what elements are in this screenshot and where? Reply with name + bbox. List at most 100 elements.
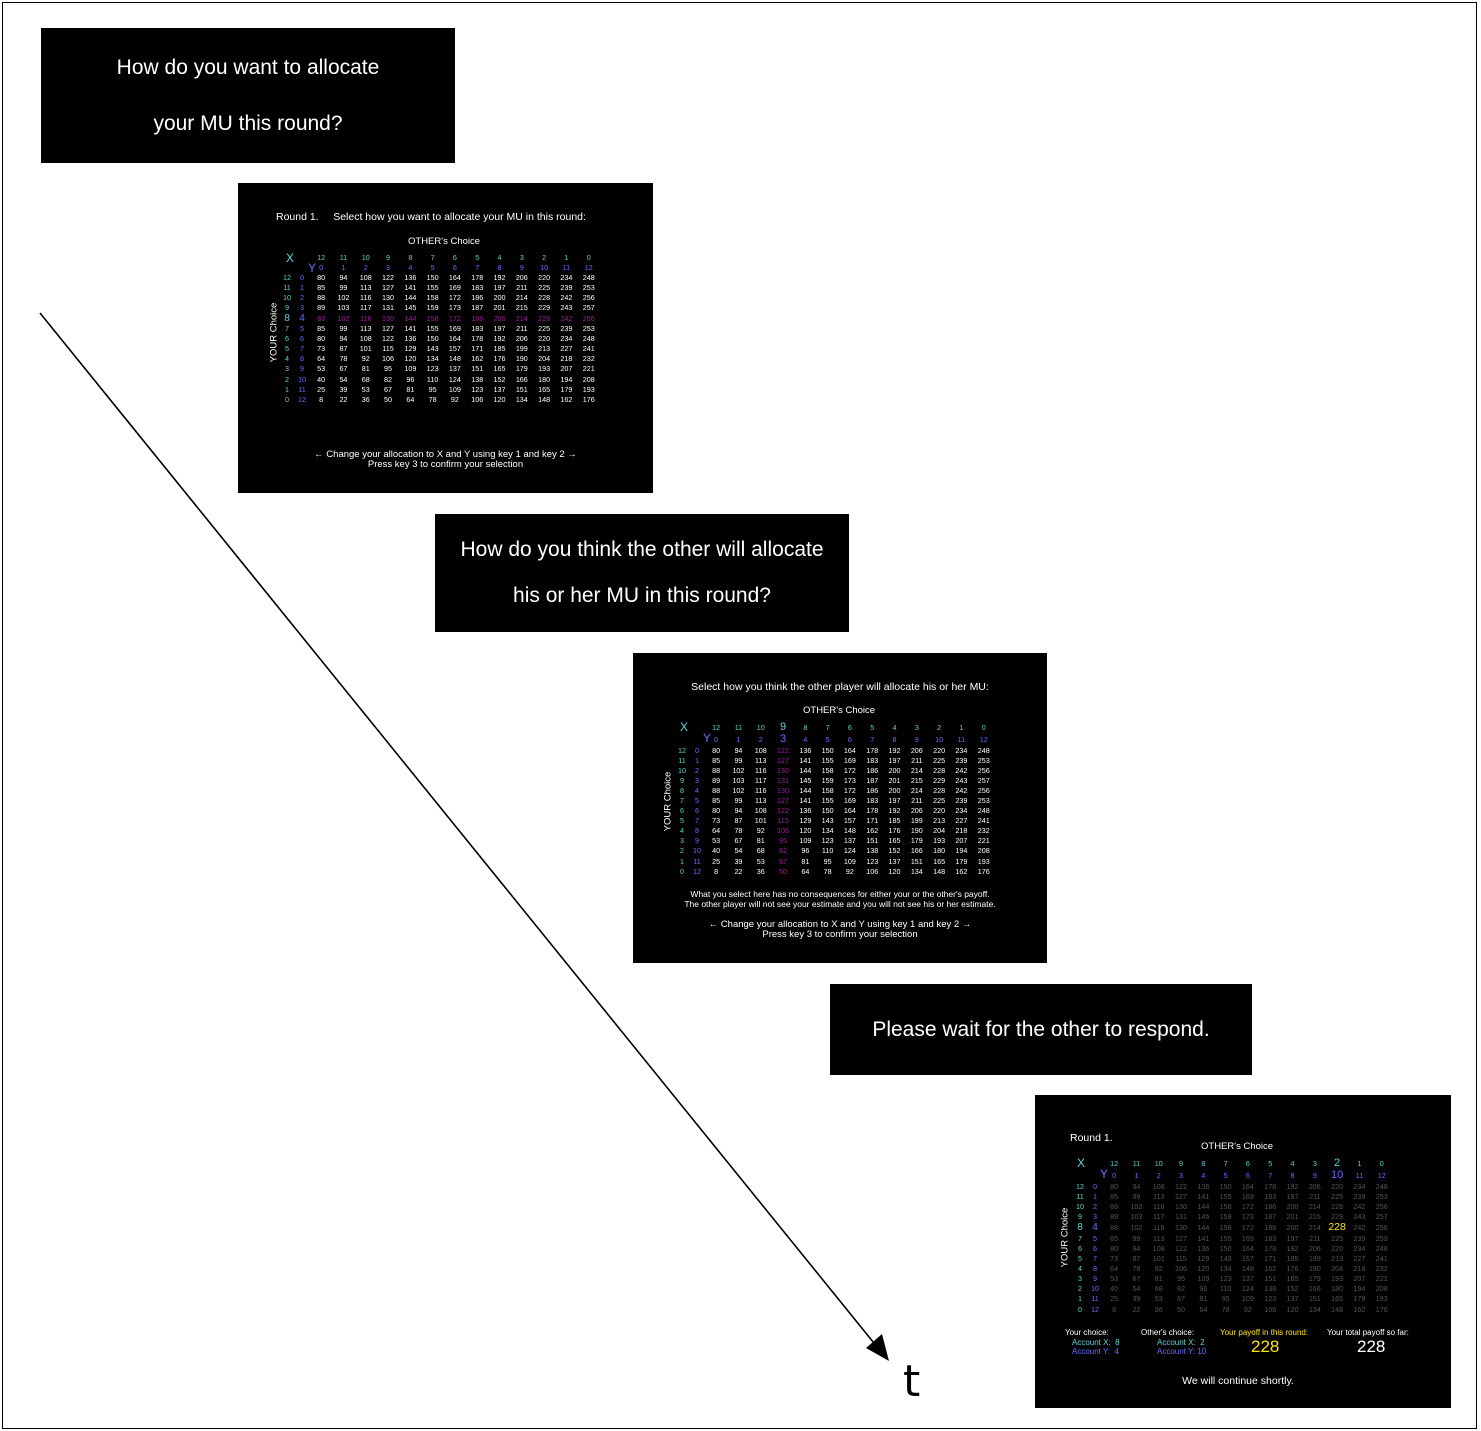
- payoff-cell: 123: [426, 364, 439, 374]
- your-x-value: 11: [1076, 1191, 1084, 1201]
- payoff-cell: 89: [712, 775, 721, 785]
- your-y-value: 6: [300, 334, 304, 344]
- payoff-cell: 193: [1331, 1274, 1344, 1284]
- payoff-cell: 73: [317, 344, 326, 354]
- matrix-row: 11 1 85 99 113 127 141 155 169 183 197 211 225 239 253: [675, 755, 995, 765]
- payoff-cell: 186: [866, 785, 879, 795]
- payoff-cell: 122: [382, 334, 395, 344]
- y-axis-label: Y: [308, 261, 317, 275]
- other-x-header-row: 12 11 10 9 8 7 6 5 4 3 2 1 0: [280, 252, 600, 262]
- payoff-cell: 213: [538, 344, 551, 354]
- payoff-cell: 242: [1353, 1201, 1366, 1211]
- payoff-cell: 150: [821, 745, 834, 755]
- payoff-cell: 157: [448, 344, 461, 354]
- payoff-cell: 53: [1110, 1274, 1119, 1284]
- matrix-row: 1 11 25 39 53 67 81 95 109 123 137 151 165 179 193: [1073, 1294, 1393, 1304]
- payoff-cell: 234: [560, 272, 573, 282]
- payoff-cell: 64: [406, 394, 415, 404]
- allocation-screen: Round 1. Select how you want to allocate…: [238, 183, 653, 493]
- corner-cell: [280, 252, 294, 262]
- payoff-cell: 99: [1132, 1191, 1141, 1201]
- payoff-cell: 122: [1175, 1181, 1188, 1191]
- payoff-cell: 92: [1243, 1304, 1252, 1314]
- payoff-cell: 102: [1130, 1201, 1143, 1211]
- payoff-cell: 134: [1308, 1304, 1321, 1314]
- other-x-header: 3: [914, 722, 919, 732]
- other-x-header: 3: [1312, 1158, 1317, 1168]
- other-x-header: 2: [542, 252, 547, 262]
- payoff-cell: 134: [426, 354, 439, 364]
- payoff-cell: 143: [426, 344, 439, 354]
- payoff-cell: 78: [339, 354, 348, 364]
- payoff-cell: 130: [382, 292, 395, 302]
- payoff-cell: 214: [910, 785, 923, 795]
- payoff-cell: 64: [1199, 1304, 1208, 1314]
- payoff-cell: 122: [777, 806, 790, 816]
- payoff-cell: 176: [493, 354, 506, 364]
- payoff-cell: 211: [911, 755, 923, 765]
- payoff-cell: 106: [382, 354, 395, 364]
- your-y-value: 6: [1093, 1244, 1097, 1254]
- payoff-cell: 185: [493, 344, 506, 354]
- footer-confirm-instructions: Press key 3 to confirm your selection: [762, 929, 918, 940]
- payoff-cell: 102: [732, 785, 745, 795]
- corner-cell: [1073, 1157, 1087, 1169]
- payoff-cell: 53: [712, 836, 721, 846]
- matrix-row: 5 7 73 87 101 115 129 143 157 171 185 199 213 227 241: [675, 816, 995, 826]
- matrix-row: 10 2 88 102 116 130 144 158 172 186 200 214 228 242 25…: [1073, 1201, 1393, 1211]
- payoff-cell: 159: [426, 303, 439, 313]
- payoff-cell: 150: [1219, 1244, 1232, 1254]
- payoff-cell: 171: [866, 816, 879, 826]
- your-choice-label: YOUR Choice: [662, 771, 674, 832]
- payoff-cell: 40: [317, 374, 326, 384]
- payoff-cell: 22: [339, 394, 348, 404]
- payoff-cell: 137: [448, 364, 461, 374]
- payoff-cell: 94: [734, 745, 743, 755]
- payoff-cell: 123: [866, 856, 879, 866]
- your-y-value: 10: [1091, 1284, 1099, 1294]
- payoff-cell: 88: [1110, 1201, 1119, 1211]
- payoff-cell: 190: [910, 826, 923, 836]
- matrix-row: 4 8 64 78 92 106 120 134 148 162 176 190 204 218 232: [675, 826, 995, 836]
- payoff-cell: 192: [1286, 1244, 1299, 1254]
- payoff-cell: 138: [471, 374, 484, 384]
- other-x-header: 0: [586, 252, 591, 262]
- matrix-row: 5 7 73 87 101 115 129 143 157 171 185 199 213 227 241: [280, 344, 600, 354]
- payoff-cell: 206: [910, 745, 923, 755]
- other-x-header: 1: [1357, 1158, 1362, 1168]
- payoff-cell: 80: [1110, 1181, 1119, 1191]
- matrix-row: 4 8 64 78 92 106 120 134 148 162 176 190 204 218 232: [280, 354, 600, 364]
- payoff-cell: 253: [977, 796, 990, 806]
- payoff-cell: 256: [977, 765, 990, 775]
- payoff-cell: 206: [1308, 1244, 1321, 1254]
- payoff-cell: 229: [1331, 1211, 1344, 1221]
- matrix-row: 10 2 88 102 116 130 144 158 172 186 200 214 228 242 25…: [280, 292, 600, 302]
- payoff-cell: 136: [799, 745, 812, 755]
- payoff-cell: 134: [515, 394, 528, 404]
- matrix-row: 2 10 40 54 68 82 96 110 124 138 152 166 180 194 208: [280, 374, 600, 384]
- payoff-cell: 109: [1241, 1294, 1254, 1304]
- payoff-cell: 204: [1331, 1264, 1344, 1274]
- payoff-cell: 194: [560, 374, 573, 384]
- payoff-cell: 25: [317, 384, 326, 394]
- matrix-row: 3 9 53 67 81 95 109 123 137 151 165 179 193 207 221: [1073, 1274, 1393, 1284]
- payoff-cell: 176: [1375, 1304, 1388, 1314]
- payoff-cell: 197: [888, 755, 901, 765]
- payoff-cell: 127: [777, 755, 790, 765]
- your-x-value: 9: [285, 303, 289, 313]
- payoff-cell: 186: [471, 292, 484, 302]
- payoff-cell: 207: [955, 836, 968, 846]
- payoff-cell: 171: [1264, 1254, 1277, 1264]
- payoff-cell: 215: [910, 775, 923, 785]
- payoff-cell: 158: [821, 765, 834, 775]
- payoff-cell: 225: [933, 796, 946, 806]
- payoff-cell: 158: [426, 313, 439, 323]
- matrix-row: 1 11 25 39 53 67 81 95 109 123 137 151 165 179 193: [675, 856, 995, 866]
- payoff-cell: 106: [777, 826, 790, 836]
- y-axis-label: Y: [1100, 1167, 1109, 1181]
- your-y-value: 1: [300, 282, 304, 292]
- payoff-cell: 158: [426, 292, 439, 302]
- payoff-cell: 116: [360, 313, 372, 323]
- payoff-cell: 164: [448, 334, 461, 344]
- corner-cell: [675, 733, 689, 745]
